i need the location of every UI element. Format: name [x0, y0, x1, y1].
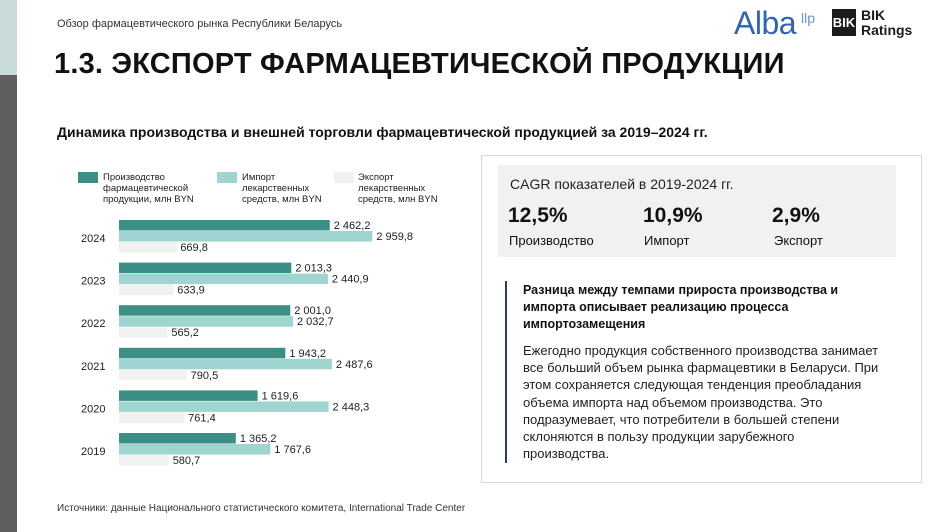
cagr-label-production: Производство	[509, 233, 594, 248]
year-label: 2024	[81, 233, 105, 245]
data-label: 2 001,0	[294, 305, 331, 317]
sources-note: Источники: данные Национального статисти…	[57, 503, 466, 514]
info-heading: Разница между темпами прироста производс…	[523, 283, 839, 331]
bik-logo-line1: BIK	[861, 7, 886, 23]
cagr-value-export: 2,9%	[772, 204, 820, 227]
data-label: 1 365,2	[240, 433, 277, 445]
legend-swatch-import	[217, 172, 237, 183]
bar-import	[119, 401, 329, 412]
side-accent-bar	[0, 75, 17, 532]
cagr-heading: CAGR показателей в 2019-2024 гг.	[510, 176, 734, 192]
report-label: Обзор фармацевтического рынка Республики…	[57, 18, 343, 30]
cagr-label-import: Импорт	[644, 233, 690, 248]
data-label: 761,4	[188, 412, 216, 424]
legend-line: средств, млн BYN	[358, 194, 438, 205]
data-label: 2 448,3	[333, 401, 370, 413]
year-label: 2022	[81, 318, 105, 330]
cagr-label-export: Экспорт	[774, 233, 823, 248]
bar-production	[119, 220, 330, 231]
data-label: 2 462,2	[334, 220, 371, 232]
legend-text-production: Производство фармацевтической продукции,…	[103, 172, 194, 205]
year-label: 2023	[81, 276, 105, 288]
data-label: 2 032,7	[297, 316, 334, 328]
bar-import	[119, 444, 271, 455]
legend-line: Производство	[103, 172, 165, 183]
bar-export	[119, 455, 169, 466]
side-accent-bar-top	[0, 0, 17, 75]
bar-export	[119, 242, 177, 253]
bar-export	[119, 327, 168, 338]
legend-text-import: Импорт лекарственных средств, млн BYN	[242, 172, 322, 205]
bar-export	[119, 412, 185, 423]
bar-import	[119, 316, 293, 327]
data-label: 1 619,6	[262, 390, 299, 402]
chart-title: Динамика производства и внешней торговли…	[57, 124, 708, 140]
data-label: 790,5	[191, 370, 219, 382]
bar-import	[119, 231, 373, 242]
data-label: 669,8	[180, 242, 208, 254]
year-label: 2019	[81, 446, 105, 458]
cagr-value-import: 10,9%	[643, 204, 703, 227]
bar-export	[119, 284, 174, 296]
data-label: 580,7	[173, 455, 201, 467]
alba-logo-suffix: llp	[801, 10, 816, 26]
data-label: 2 487,6	[336, 359, 373, 371]
alba-logo: Alba	[734, 5, 797, 41]
info-body: Ежегодно продукция собственного производ…	[523, 343, 879, 462]
legend-swatch-production	[78, 172, 98, 183]
legend-line: лекарственных	[358, 183, 426, 194]
legend-text-export: Экспорт лекарственных средств, млн BYN	[358, 172, 438, 205]
data-label: 1 767,6	[274, 444, 311, 456]
cagr-value-production: 12,5%	[508, 204, 568, 227]
data-label: 2 440,9	[332, 274, 369, 286]
bar-production	[119, 305, 291, 316]
page-title: 1.3. ЭКСПОРТ ФАРМАЦЕВТИЧЕСКОЙ ПРОДУКЦИИ	[54, 48, 785, 80]
legend-line: Импорт	[242, 172, 276, 183]
legend-line: средств, млн BYN	[242, 194, 322, 205]
bar-production	[119, 347, 286, 359]
data-label: 565,2	[171, 327, 199, 339]
legend-line: лекарственных	[242, 183, 310, 194]
cagr-box	[498, 165, 896, 257]
bik-logo-mark: BIK	[832, 9, 856, 36]
legend-swatch-export	[334, 172, 354, 183]
legend-line: Экспорт	[358, 172, 394, 183]
bar-production	[119, 390, 258, 401]
bar-production	[119, 433, 236, 444]
bar-production	[119, 262, 292, 274]
data-label: 1 943,2	[289, 348, 326, 360]
legend-line: фармацевтической	[103, 183, 189, 194]
bar-import	[119, 273, 328, 285]
info-accent-line	[505, 281, 507, 463]
data-label: 2 959,8	[376, 231, 413, 243]
year-label: 2021	[81, 361, 105, 373]
data-label: 2 013,3	[295, 263, 332, 275]
legend-line: продукции, млн BYN	[103, 194, 194, 205]
bar-export	[119, 369, 187, 381]
bar-import	[119, 358, 332, 370]
year-label: 2020	[81, 403, 105, 415]
bik-logo-line2: Ratings	[861, 22, 913, 38]
data-label: 633,9	[177, 285, 205, 297]
bar-chart: 2024 2 462,2 2 959,8 669,8 2023 2 013,32 440,…	[81, 220, 413, 467]
